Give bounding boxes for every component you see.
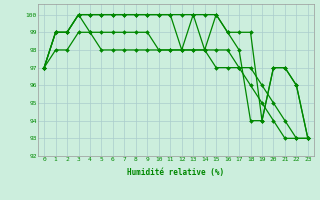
X-axis label: Humidité relative (%): Humidité relative (%) xyxy=(127,168,225,177)
